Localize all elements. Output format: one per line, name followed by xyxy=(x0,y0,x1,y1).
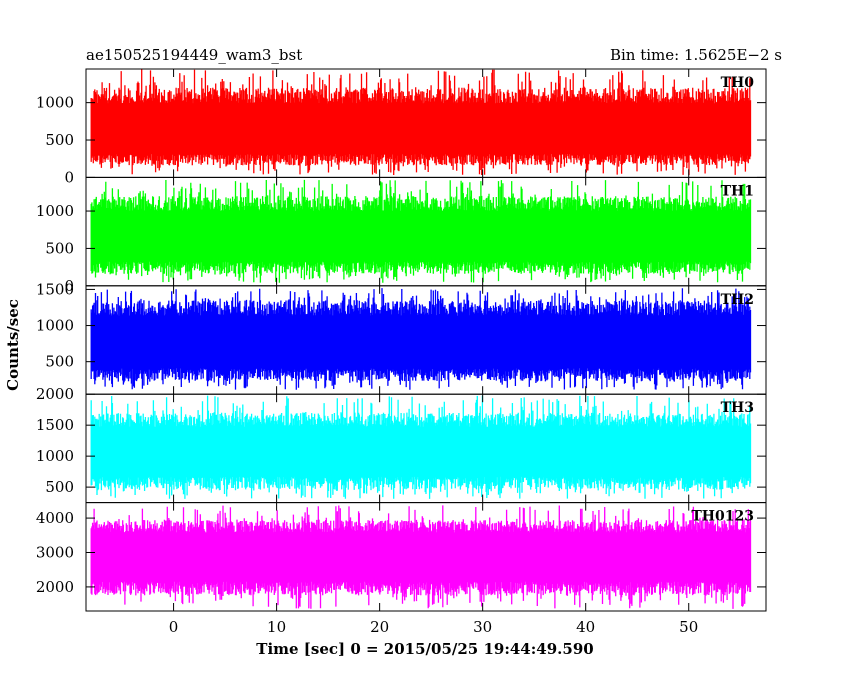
series-th0 xyxy=(90,69,752,175)
panel-th0: 0 500 1000 TH0 xyxy=(36,68,767,186)
source-name-title: ae150525194449_wam3_bst xyxy=(86,46,302,64)
y-tick-label: 2000 xyxy=(36,385,74,403)
series-th3 xyxy=(90,395,752,499)
panel-th3: 500 1000 1500 2000 TH3 xyxy=(36,385,767,504)
y-axis-label: Counts/sec xyxy=(4,299,22,391)
y-tick-label: 1000 xyxy=(36,447,74,465)
panel-name-label: TH3 xyxy=(721,400,754,416)
plot-area: 05001000TH005001000TH150010001500TH25001… xyxy=(36,68,767,636)
panel-name-label: TH0 xyxy=(721,75,755,91)
panel-th0123: 2000 3000 4000 TH0123 xyxy=(36,502,767,612)
x-tick-label: 50 xyxy=(679,618,698,636)
x-axis-label: Time [sec] 0 = 2015/05/25 19:44:49.590 xyxy=(256,640,593,658)
panel-frame xyxy=(85,502,767,612)
x-tick-label: 10 xyxy=(267,618,286,636)
bin-time-label: Bin time: 1.5625E−2 s xyxy=(610,46,782,64)
y-tick-label: 500 xyxy=(45,239,74,257)
y-tick-label: 1500 xyxy=(36,280,74,298)
x-tick-label: 0 xyxy=(169,618,179,636)
y-tick-label: 4000 xyxy=(36,509,74,527)
panel-th2: 500 1000 1500 TH2 xyxy=(36,280,767,395)
panel-name-label: TH1 xyxy=(721,183,754,199)
y-tick-label: 1500 xyxy=(36,416,74,434)
series-th2 xyxy=(90,288,752,390)
y-tick-label: 1000 xyxy=(36,202,74,220)
panel-th1: 0 500 1000 TH1 xyxy=(36,176,767,295)
y-tick-label: 500 xyxy=(45,353,74,371)
panel-name-label: TH2 xyxy=(721,292,754,308)
series-th1 xyxy=(90,179,752,283)
y-tick-label: 0 xyxy=(64,277,74,295)
y-tick-label: 500 xyxy=(45,131,74,149)
y-tick-label: 1000 xyxy=(36,317,74,335)
series-th0123 xyxy=(90,505,752,609)
panel-name-label: TH0123 xyxy=(691,509,754,525)
x-tick-label: 20 xyxy=(370,618,389,636)
y-tick-label: 3000 xyxy=(36,543,74,561)
y-tick-label: 1000 xyxy=(36,94,74,112)
x-tick-label: 40 xyxy=(576,618,595,636)
y-tick-label: 2000 xyxy=(36,578,74,596)
y-tick-label: 500 xyxy=(45,478,74,496)
x-tick-label: 30 xyxy=(473,618,492,636)
y-tick-label: 0 xyxy=(64,168,74,186)
